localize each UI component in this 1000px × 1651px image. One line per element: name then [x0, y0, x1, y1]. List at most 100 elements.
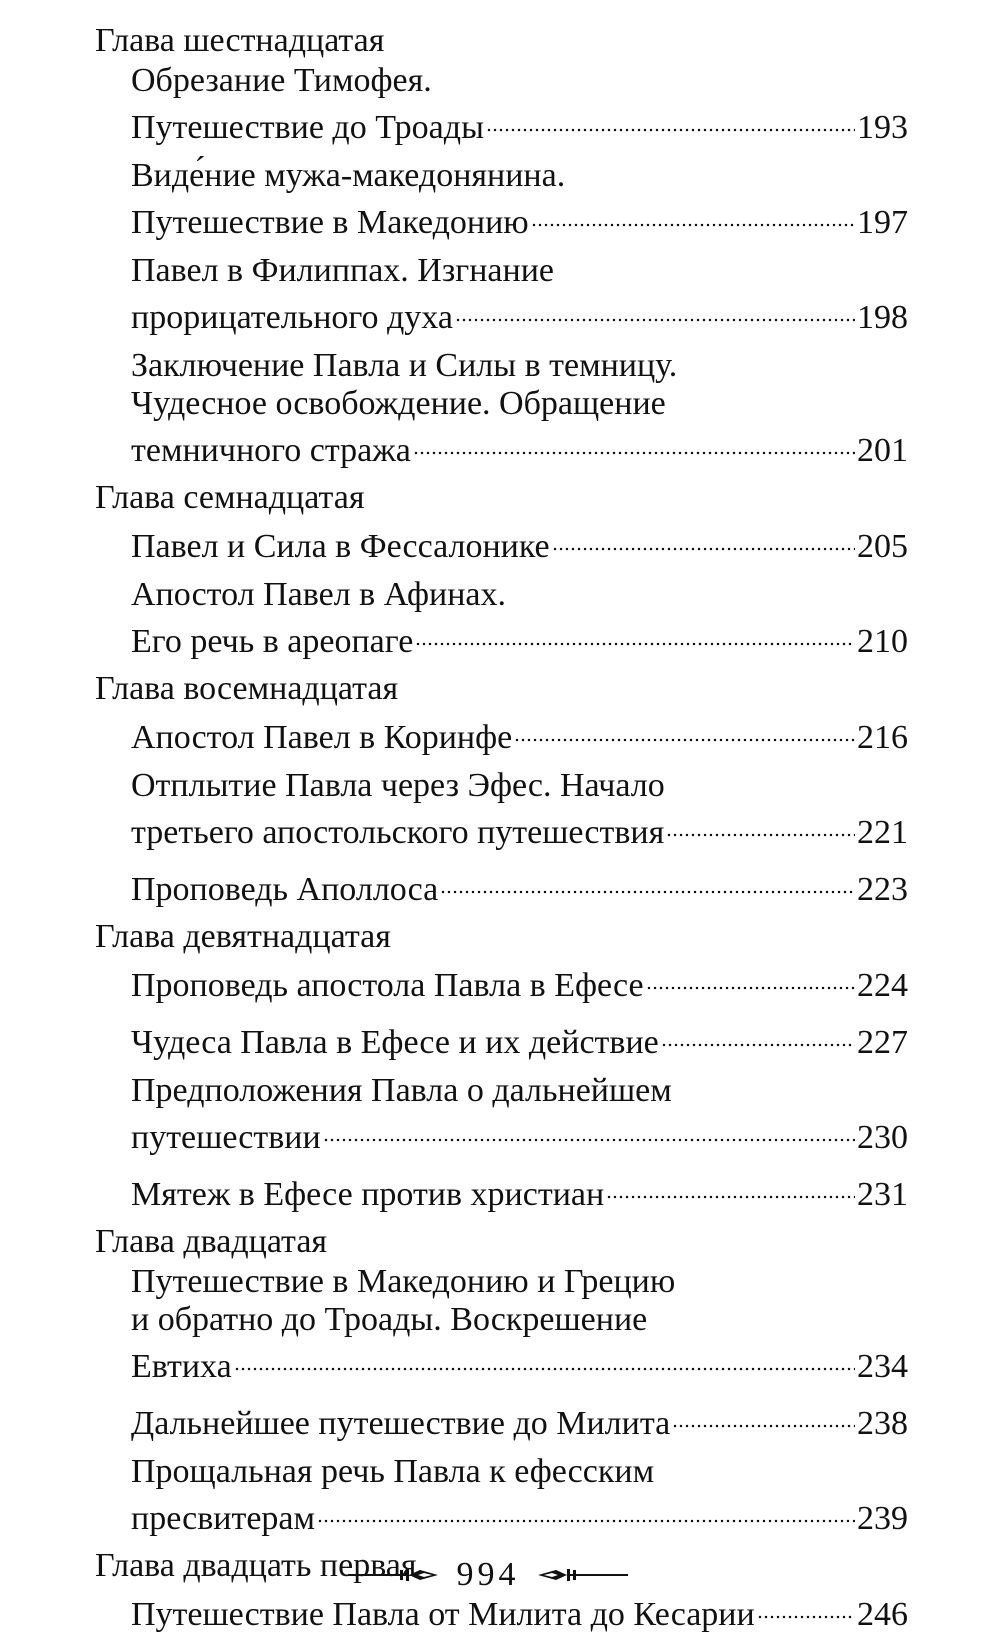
entry-page-number: 205	[857, 528, 908, 565]
chapter-section: Глава шестнадцатая Обрезание Тимофея. Путе…	[95, 22, 908, 470]
entry-last-line: Проповедь Аполлоса 223	[131, 862, 908, 909]
entry-page-number: 238	[857, 1405, 908, 1442]
toc-entry[interactable]: Павел и Сила в Фессалонике 205	[95, 519, 908, 566]
entry-page-number: 227	[857, 1024, 908, 1061]
chapter-section: Глава восемнадцатая Апостол Павел в Корин…	[95, 670, 908, 909]
right-ornament-icon	[538, 1569, 628, 1581]
entry-title-line: Чудеса Павла в Ефесе и их действие	[131, 1024, 659, 1061]
entry-title-line: Его речь в ареопаге	[131, 623, 414, 660]
entry-page-number: 246	[857, 1596, 908, 1633]
entry-last-line: третьего апостольского путешествия 221	[131, 805, 908, 852]
chapter-title: Глава восемнадцатая	[95, 670, 399, 707]
dot-leader	[756, 1587, 855, 1625]
toc-entry[interactable]: Павел в Филиппах. Изгнание прорицательног…	[95, 252, 908, 337]
entry-page-number: 198	[857, 299, 908, 336]
entry-page-number: 201	[857, 432, 908, 469]
chapter-title: Глава девятнадцатая	[95, 918, 391, 955]
entry-title-line: Отплытие Павла через Эфес. Начало	[131, 767, 665, 804]
entry-last-line: Путешествие до Троады 193	[131, 100, 908, 147]
dot-leader	[660, 1015, 855, 1053]
entry-last-line: Его речь в ареопаге 210	[131, 614, 908, 661]
entry-last-line: Путешествие в Македонию 197	[131, 195, 908, 242]
entry-title-line: пресвитерам	[131, 1500, 316, 1537]
entry-title-line: Путешествие в Македонию и Грецию	[131, 1263, 676, 1300]
toc-entry[interactable]: Предположения Павла о дальнейшем путешест…	[95, 1072, 908, 1157]
entry-last-line: Мятеж в Ефесе против христиан 231	[131, 1167, 908, 1214]
toc-entry[interactable]: Апостол Павел в Коринфе 216	[95, 710, 908, 757]
entry-page-number: 193	[857, 109, 908, 146]
entry-last-line: Апостол Павел в Коринфе 216	[131, 710, 908, 757]
entry-title-line: путешествии	[131, 1119, 321, 1156]
entry-title-line: Проповедь апостола Павла в Ефесе	[131, 967, 644, 1004]
toc-entry[interactable]: Мятеж в Ефесе против христиан 231	[95, 1167, 908, 1214]
entry-page-number: 210	[857, 623, 908, 660]
entry-page-number: 221	[857, 814, 908, 851]
dot-leader	[551, 519, 855, 557]
dot-leader	[485, 100, 855, 138]
entry-title-line: Обрезание Тимофея.	[131, 62, 432, 99]
entry-title-line: Путешествие до Троады	[131, 109, 484, 146]
chapter-section: Глава семнадцатая Павел и Сила в Фессалон…	[95, 479, 908, 661]
dot-leader	[514, 710, 855, 748]
entry-title-line: Предположения Павла о дальнейшем	[131, 1072, 672, 1109]
entry-title-line: Апостол Павел в Коринфе	[131, 719, 513, 756]
dot-leader	[666, 805, 855, 843]
entry-page-number: 231	[857, 1176, 908, 1213]
entry-title-line: темничного стража	[131, 432, 411, 469]
toc-entry[interactable]: Обрезание Тимофея. Путешествие до Троады 1…	[95, 62, 908, 147]
dot-leader	[645, 958, 855, 996]
dot-leader	[317, 1491, 855, 1529]
entry-page-number: 239	[857, 1500, 908, 1537]
toc-entry[interactable]: Проповедь апостола Павла в Ефесе 224	[95, 958, 908, 1005]
entry-page-number: 197	[857, 204, 908, 241]
entry-page-number: 230	[857, 1119, 908, 1156]
entry-last-line: Павел и Сила в Фессалонике 205	[131, 519, 908, 566]
entry-title-line: и обратно до Троады. Воскрешение	[131, 1301, 648, 1338]
entry-title-line: Чудесное освобождение. Обращение	[131, 385, 666, 422]
entry-last-line: путешествии 230	[131, 1110, 908, 1157]
entry-title-line: Виде́ние мужа-македонянина.	[131, 157, 566, 194]
chapter-title: Глава шестнадцатая	[95, 22, 385, 59]
entry-page-number: 224	[857, 967, 908, 1004]
toc-entry[interactable]: Виде́ние мужа-македонянина. Путешествие в…	[95, 157, 908, 242]
chapter-title: Глава двадцать первая	[95, 1547, 417, 1584]
entry-title-line: третьего апостольского путешествия	[131, 814, 665, 851]
toc-entry[interactable]: Путешествие Павла от Милита до Кесарии 24…	[95, 1587, 908, 1634]
entry-title-line: прорицательного духа	[131, 299, 453, 336]
dot-leader	[454, 290, 855, 328]
page-footer: 994	[0, 1553, 1000, 1603]
entry-title-line: Заключение Павла и Силы в темницу.	[131, 347, 678, 384]
toc-entry[interactable]: Чудеса Павла в Ефесе и их действие 227	[95, 1015, 908, 1062]
table-of-contents: Глава шестнадцатая Обрезание Тимофея. Путе…	[95, 22, 908, 1634]
entry-page-number: 223	[857, 871, 908, 908]
chapter-section: Глава девятнадцатая Проповедь апостола Па…	[95, 918, 908, 1214]
dot-leader	[530, 195, 855, 233]
entry-title-line: Проповедь Аполлоса	[131, 871, 439, 908]
entry-title-line: Прощальная речь Павла к ефесским	[131, 1453, 655, 1490]
toc-entry[interactable]: Дальнейшее путешествие до Милита 238	[95, 1396, 908, 1443]
entry-title-line: Павел и Сила в Фессалонике	[131, 528, 550, 565]
toc-entry[interactable]: Отплытие Павла через Эфес. Начало третьег…	[95, 767, 908, 852]
toc-entry[interactable]: Проповедь Аполлоса 223	[95, 862, 908, 909]
dot-leader	[233, 1339, 855, 1377]
entry-last-line: Чудеса Павла в Ефесе и их действие 227	[131, 1015, 908, 1062]
toc-entry[interactable]: Апостол Павел в Афинах. Его речь в ареопа…	[95, 576, 908, 661]
entry-title-line: Евтиха	[131, 1348, 232, 1385]
dot-leader	[440, 862, 855, 900]
entry-title-line: Дальнейшее путешествие до Милита	[131, 1405, 671, 1442]
entry-last-line: прорицательного духа 198	[131, 290, 908, 337]
toc-entry[interactable]: Прощальная речь Павла к ефесским пресвите…	[95, 1453, 908, 1538]
entry-last-line: Дальнейшее путешествие до Милита 238	[131, 1396, 908, 1443]
entry-last-line: Путешествие Павла от Милита до Кесарии 24…	[131, 1587, 908, 1634]
chapter-section: Глава двадцатая Путешествие в Македонию и…	[95, 1223, 908, 1538]
toc-entry[interactable]: Заключение Павла и Силы в темницу. Чудесн…	[95, 347, 908, 470]
page-number: 994	[456, 1556, 520, 1593]
entry-last-line: Проповедь апостола Павла в Ефесе 224	[131, 958, 908, 1005]
entry-last-line: Евтиха 234	[131, 1339, 908, 1386]
dot-leader	[322, 1110, 855, 1148]
toc-entry[interactable]: Путешествие в Македонию и Грецию и обратн…	[95, 1263, 908, 1386]
entry-last-line: пресвитерам 239	[131, 1491, 908, 1538]
chapter-title: Глава семнадцатая	[95, 479, 365, 516]
entry-title-line: Путешествие в Македонию	[131, 204, 529, 241]
chapter-section: Глава двадцать первая Путешествие Павла о…	[95, 1547, 908, 1634]
